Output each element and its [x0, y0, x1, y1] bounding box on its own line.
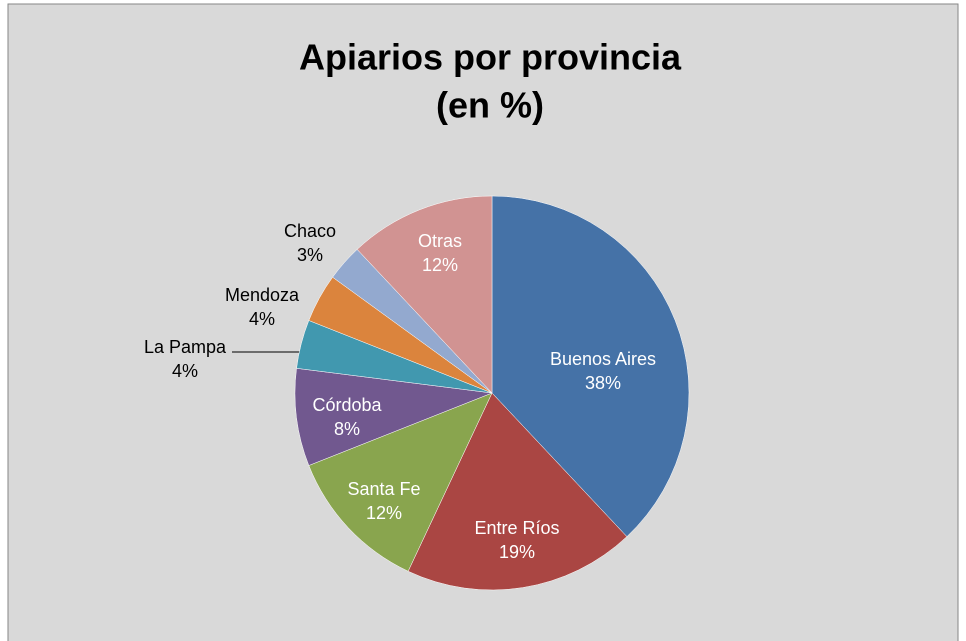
pie-slice	[491, 195, 690, 537]
chart-title: (en %)	[436, 85, 544, 126]
slice-value-label: 4%	[249, 309, 275, 329]
slice-value-label: 12%	[422, 255, 458, 275]
slice-category-label: Otras	[418, 231, 462, 251]
slice-value-label: 12%	[366, 503, 402, 523]
slice-value-label: 3%	[297, 245, 323, 265]
slice-category-label: Mendoza	[225, 285, 300, 305]
slice-category-label: Chaco	[284, 221, 336, 241]
pie-slice	[407, 392, 628, 591]
slice-category-label: Entre Ríos	[474, 518, 559, 538]
slice-value-label: 38%	[585, 373, 621, 393]
slice-category-label: Buenos Aires	[550, 349, 656, 369]
slice-category-label: La Pampa	[144, 337, 227, 357]
chart-title: Apiarios por provincia	[299, 37, 682, 78]
slice-value-label: 8%	[334, 419, 360, 439]
slice-category-label: Córdoba	[312, 395, 382, 415]
pie-slice	[294, 368, 493, 466]
pie-slice	[356, 195, 493, 394]
slice-category-label: Santa Fe	[347, 479, 420, 499]
pie-slice	[308, 392, 493, 572]
slice-value-label: 4%	[172, 361, 198, 381]
slice-value-label: 19%	[499, 542, 535, 562]
